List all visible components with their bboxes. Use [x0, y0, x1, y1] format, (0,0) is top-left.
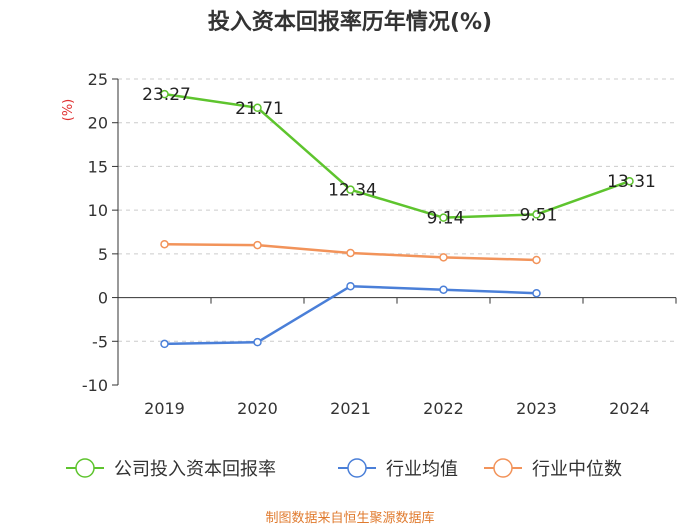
- y-tick-label: 0: [98, 289, 108, 308]
- x-tick-label: 2023: [516, 399, 557, 418]
- data-point: [439, 285, 448, 294]
- chart-title: 投入资本回报率历年情况(%): [207, 10, 493, 35]
- source-note: 制图数据来自恒生聚源数据库: [265, 511, 435, 526]
- data-label: 9.14: [427, 209, 465, 229]
- data-point: [160, 339, 169, 349]
- series-line: [164, 284, 537, 346]
- x-tick-label: 2024: [609, 399, 650, 418]
- y-tick-label: -10: [82, 376, 108, 395]
- legend-label: 行业均值: [386, 459, 458, 480]
- data-point: [160, 89, 169, 99]
- y-tick-label: 10: [88, 201, 108, 220]
- data-point: [346, 248, 355, 258]
- y-tick-label: 20: [88, 114, 108, 133]
- data-label: 13.31: [607, 172, 656, 192]
- y-tick-label: -5: [92, 332, 108, 351]
- x-tick-label: 2020: [237, 399, 278, 418]
- series-group: [160, 89, 634, 349]
- data-label: 12.34: [328, 181, 377, 201]
- data-point: [253, 337, 262, 347]
- data-label: 21.71: [235, 99, 284, 119]
- legend-label: 行业中位数: [532, 459, 622, 480]
- y-tick-label: 15: [88, 157, 108, 176]
- y-tick-label: 25: [88, 70, 108, 89]
- data-point: [160, 239, 169, 249]
- x-tick-label: 2021: [330, 399, 371, 418]
- legend: 公司投入资本回报率 行业均值 行业中位数: [66, 458, 622, 480]
- axes: [112, 78, 677, 386]
- y-unit-label: (%): [61, 99, 76, 122]
- data-point: [253, 103, 262, 113]
- x-tick-label: 2022: [423, 399, 464, 418]
- data-point: [625, 176, 634, 186]
- y-tick-labels: -10 -5 0 5 10 15 20 25: [82, 70, 108, 395]
- data-point: [439, 213, 448, 222]
- data-label: 9.51: [520, 205, 558, 225]
- data-point: [532, 210, 541, 219]
- data-point: [253, 240, 262, 250]
- legend-marker: [75, 458, 95, 478]
- data-point: [346, 185, 355, 194]
- legend-marker: [493, 458, 513, 478]
- x-tick-label: 2019: [144, 399, 185, 418]
- data-point: [532, 288, 541, 298]
- data-point: [439, 253, 448, 262]
- series-line: [164, 92, 630, 219]
- x-tick-labels: 2019 2020 2021 2022 2023 2024: [144, 399, 650, 418]
- data-labels: 23.27 21.71 12.34 9.14 9.51 13.31: [142, 85, 656, 229]
- data-label: 23.27: [142, 85, 191, 105]
- legend-label: 公司投入资本回报率: [114, 459, 276, 480]
- legend-marker: [347, 458, 367, 478]
- y-tick-label: 5: [98, 245, 108, 264]
- gridlines: [118, 78, 676, 342]
- data-point: [532, 255, 541, 265]
- data-point: [346, 281, 355, 291]
